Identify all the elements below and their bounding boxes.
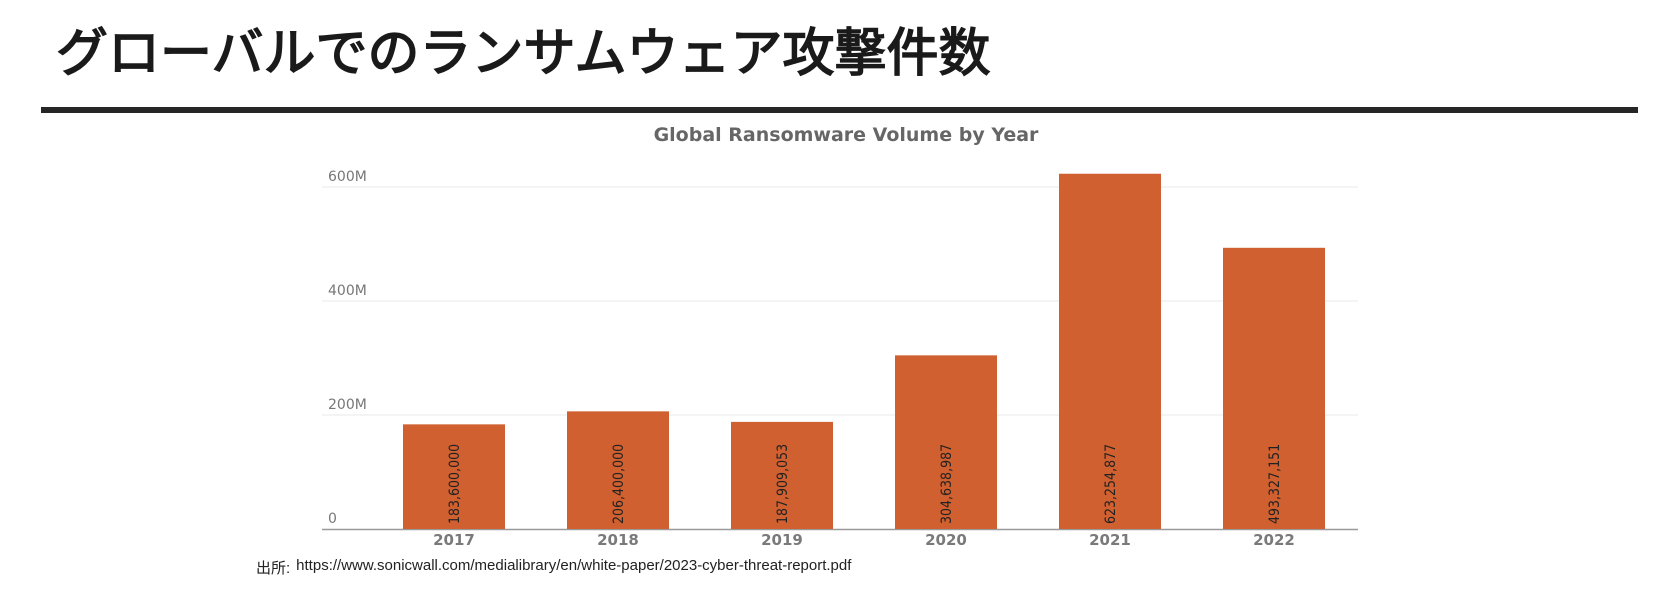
data-label: 183,600,000 (447, 444, 463, 524)
source-note: 出所: https://www.sonicwall.com/medialibra… (256, 557, 851, 578)
bar (895, 355, 997, 529)
y-tick-label: 600M (328, 169, 367, 185)
x-tick-label: 2021 (1089, 531, 1131, 549)
data-label: 304,638,987 (939, 444, 955, 524)
page-title: グローバルでのランサムウェア攻撃件数 (56, 24, 991, 84)
data-label: 493,327,151 (1267, 444, 1283, 524)
y-tick-label: 400M (328, 283, 367, 299)
title-divider (41, 107, 1638, 113)
x-tick-label: 2017 (433, 531, 475, 549)
source-link[interactable]: https://www.sonicwall.com/medialibrary/e… (296, 557, 852, 574)
y-tick-label: 0 (328, 511, 337, 527)
x-tick-label: 2020 (925, 531, 967, 549)
source-prefix: 出所: (256, 560, 291, 577)
data-label: 623,254,877 (1103, 444, 1119, 524)
x-tick-label: 2018 (597, 531, 639, 549)
bar (567, 411, 669, 529)
chart-title: Global Ransomware Volume by Year (654, 124, 1039, 146)
data-label: 206,400,000 (611, 444, 627, 524)
bar (403, 424, 505, 529)
data-label: 187,909,053 (775, 444, 791, 524)
y-tick-label: 200M (328, 397, 367, 413)
bar (731, 421, 833, 529)
x-tick-label: 2019 (761, 531, 803, 549)
bar (1059, 173, 1161, 529)
bar (1223, 247, 1325, 529)
x-tick-label: 2022 (1253, 531, 1295, 549)
